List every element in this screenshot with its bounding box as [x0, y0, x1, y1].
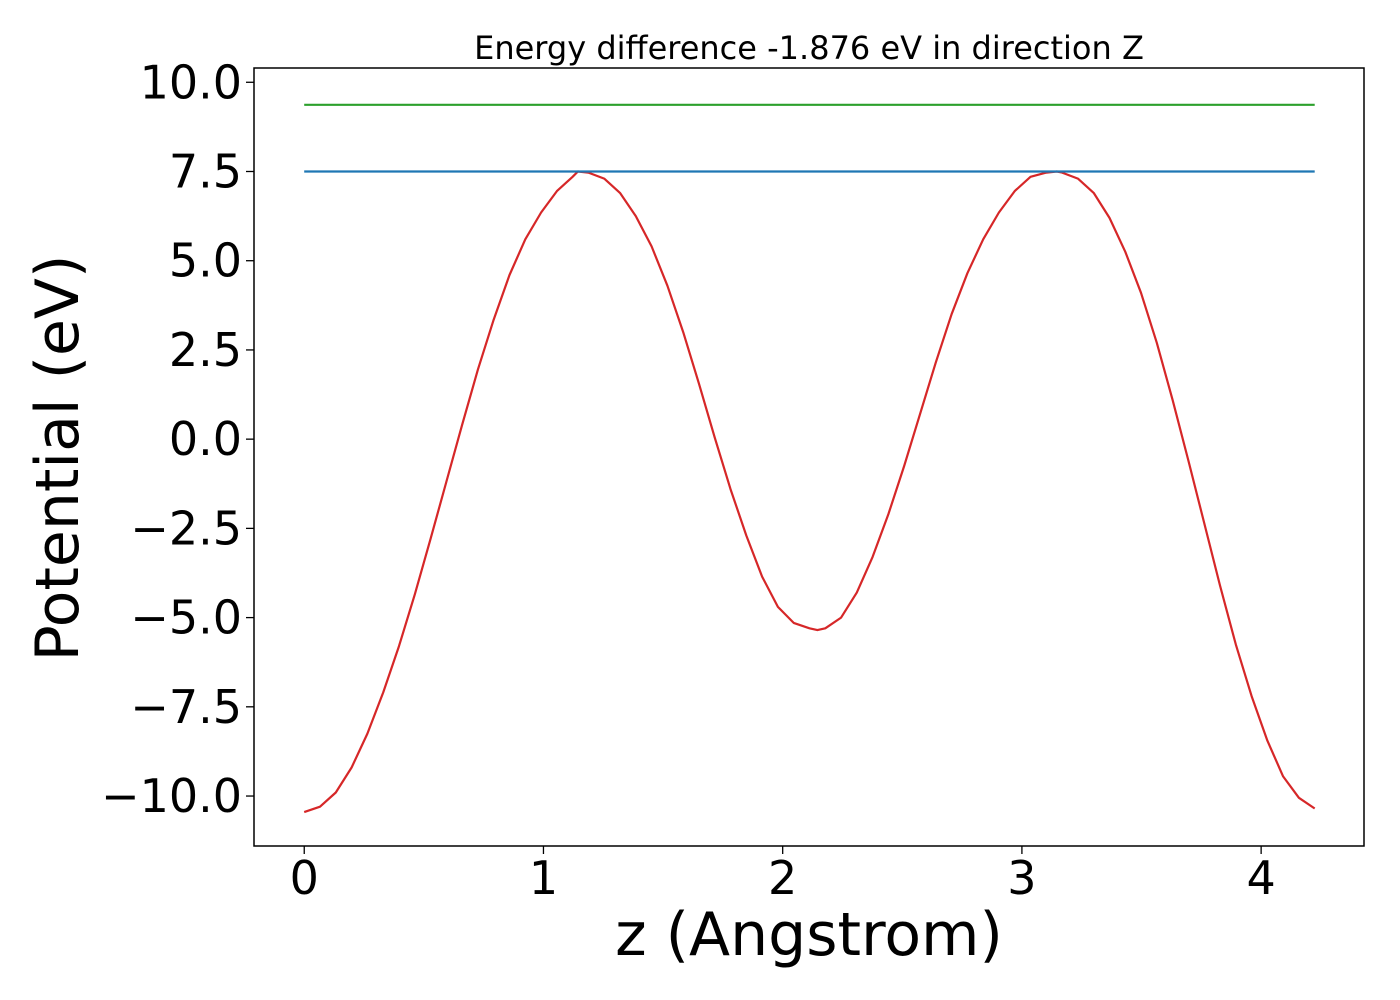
x-tick-label: 4	[1246, 851, 1275, 905]
x-tick-label: 1	[529, 851, 558, 905]
y-tick-label: 2.5	[169, 323, 242, 377]
y-tick-label: 10.0	[140, 55, 242, 109]
x-tick-label: 3	[1007, 851, 1036, 905]
y-tick-label: 0.0	[169, 412, 242, 466]
y-tick-label: −10.0	[101, 769, 242, 823]
y-tick-label: −2.5	[130, 501, 242, 555]
series-line-0	[303, 170, 1316, 814]
chart-title: Energy difference -1.876 eV in direction…	[474, 29, 1144, 67]
y-tick-label: −5.0	[130, 591, 242, 645]
series-layer	[303, 103, 1316, 814]
plot-frame	[253, 67, 1365, 847]
x-tick-label: 0	[290, 851, 319, 905]
y-axis-ticks: 10.0 7.5 5.0 2.5 0.0 −2.5 −5.0 −7.5 −10.0	[101, 55, 254, 823]
y-axis-label: Potential (eV)	[23, 255, 93, 662]
x-tick-label: 2	[768, 851, 797, 905]
x-axis-ticks: 0 1 2 3 4	[290, 846, 1276, 905]
y-tick-label: 7.5	[169, 144, 242, 198]
x-axis-label: z (Angstrom)	[615, 900, 1003, 970]
y-tick-label: 5.0	[169, 234, 242, 288]
y-tick-label: −7.5	[130, 680, 242, 734]
